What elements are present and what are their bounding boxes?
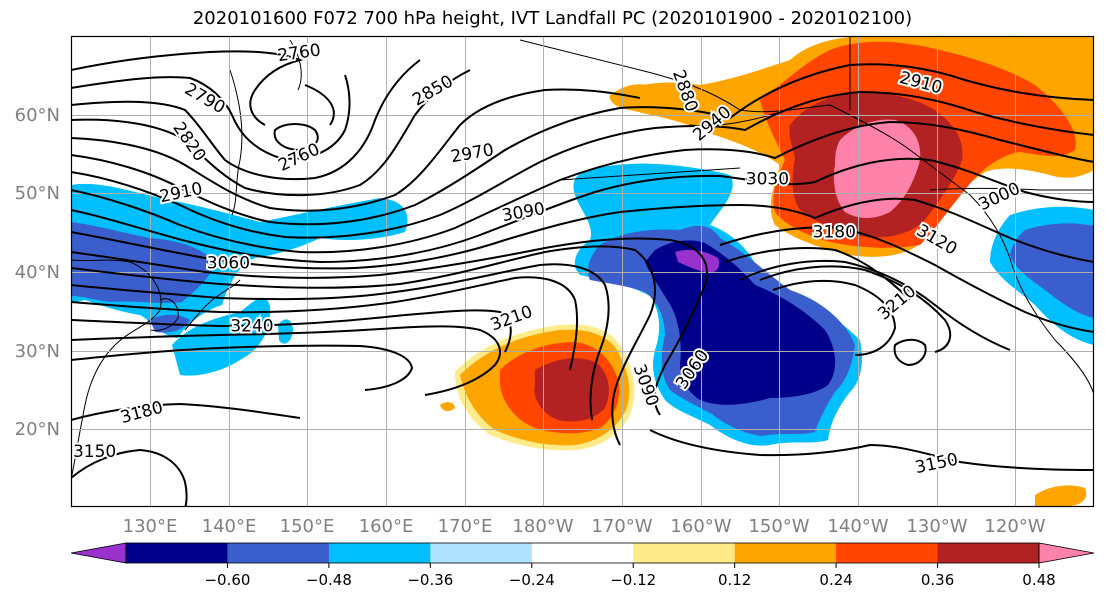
- height-contours: [71, 50, 1094, 507]
- contour-2790: [71, 74, 351, 160]
- contour-3060: [71, 226, 1094, 416]
- gridlines: [71, 36, 1094, 507]
- lon-tick-label: 170°W: [591, 516, 652, 537]
- contour-2760-low: [273, 123, 319, 152]
- colorbar-tick-label: −0.48: [306, 571, 352, 589]
- lon-tick-label: 170°E: [438, 516, 493, 537]
- lat-tick-label: 30°N: [15, 341, 60, 362]
- ivt-negative-central-inner: [645, 240, 836, 405]
- contour-2970: [71, 120, 1094, 254]
- colorbar-tick-label: 0.12: [718, 571, 751, 589]
- contour-3150-west: [71, 276, 579, 507]
- plot-frame: [70, 35, 1095, 508]
- lat-tick-label: 60°N: [15, 105, 60, 126]
- contour-3120: [71, 259, 1011, 421]
- lat-tick-label: 50°N: [15, 183, 60, 204]
- lon-tick-label: 150°W: [748, 516, 809, 537]
- contour-2850: [71, 69, 471, 197]
- colorbar: −0.60 −0.48 −0.36 −0.24 −0.12 0.12 0.24 0.36 0.4…: [70, 542, 1095, 589]
- contour-3030: [71, 197, 1094, 270]
- contour-label: 3030: [746, 170, 789, 190]
- lon-tick-label: 130°E: [123, 516, 178, 537]
- lon-tick-label: 130°W: [906, 516, 967, 537]
- ivt-positive-subtropical-core: [534, 358, 609, 422]
- lat-axis: 60°N 50°N 40°N 30°N 20°N: [15, 105, 60, 440]
- contour-label: 3240: [230, 316, 273, 336]
- contour-3150-east: [649, 429, 1094, 471]
- lat-tick-label: 20°N: [15, 419, 60, 440]
- coast-north-america-west: [829, 104, 1094, 396]
- lon-axis: 130°E 140°E 150°E 160°E 170°E 180°W 170°…: [123, 516, 1046, 537]
- border-canada-us: [849, 36, 1094, 191]
- colorbar-segment: [531, 543, 634, 563]
- lon-tick-label: 160°W: [670, 516, 731, 537]
- lon-tick-label: 160°E: [359, 516, 414, 537]
- ivt-shading: [71, 36, 1094, 507]
- coastlines: [71, 36, 1094, 481]
- contour-label: 3180: [813, 222, 856, 242]
- contour-2760: [71, 50, 335, 126]
- colorbar-tick-label: 0.36: [921, 571, 954, 589]
- ivt-positive-southeast: [1035, 485, 1087, 507]
- coast-asia-east: [71, 259, 162, 481]
- colorbar-tick-label: 0.24: [819, 571, 852, 589]
- colorbar-segment: [836, 543, 939, 563]
- colorbar-extend-high: [1038, 542, 1095, 564]
- lon-tick-label: 120°W: [984, 516, 1045, 537]
- lon-tick-label: 140°W: [827, 516, 888, 537]
- map-title: 2020101600 F072 700 hPa height, IVT Land…: [192, 8, 913, 29]
- ivt-negative-west-patch: [172, 297, 271, 376]
- colorbar-frame: [125, 542, 1040, 564]
- contour-3090: [71, 245, 911, 446]
- contour-2820: [71, 59, 421, 181]
- colorbar-tick-label: −0.12: [610, 571, 656, 589]
- coast-kamchatka: [229, 39, 302, 216]
- contour-3180: [71, 265, 952, 421]
- contour-3240: [71, 338, 927, 391]
- lon-tick-label: 150°E: [280, 516, 335, 537]
- contour-label: 3150: [73, 442, 116, 462]
- contour-3000: [71, 157, 1094, 264]
- ivt-negative-central-core: [675, 250, 720, 273]
- colorbar-extend-low: [70, 542, 127, 564]
- lon-tick-label: 140°E: [202, 516, 257, 537]
- colorbar-tick-label: −0.24: [509, 571, 555, 589]
- lat-tick-label: 40°N: [15, 262, 60, 283]
- contour-3210: [71, 279, 897, 396]
- colorbar-tick-label: −0.36: [407, 571, 453, 589]
- contour-label: 3060: [207, 254, 250, 274]
- colorbar-segment: [328, 543, 431, 563]
- ivt-positive-aleutian: [614, 84, 659, 108]
- coast-aleutians: [559, 167, 741, 181]
- contour-2880: [71, 88, 641, 212]
- colorbar-segment: [633, 543, 736, 563]
- contour-2940: [71, 90, 1094, 239]
- colorbar-segment: [227, 543, 330, 563]
- colorbar-segment: [937, 543, 1040, 563]
- colorbar-segment: [430, 543, 533, 563]
- ivt-positive-small-patch: [440, 402, 455, 412]
- ivt-negative-east-mid: [1010, 223, 1094, 318]
- colorbar-segment: [126, 543, 228, 563]
- colorbar-segment: [734, 543, 837, 563]
- colorbar-tick-label: 0.48: [1022, 571, 1055, 589]
- colorbar-tick-label: −0.60: [204, 571, 250, 589]
- contour-2910: [71, 63, 1094, 226]
- lon-tick-label: 180°W: [512, 516, 573, 537]
